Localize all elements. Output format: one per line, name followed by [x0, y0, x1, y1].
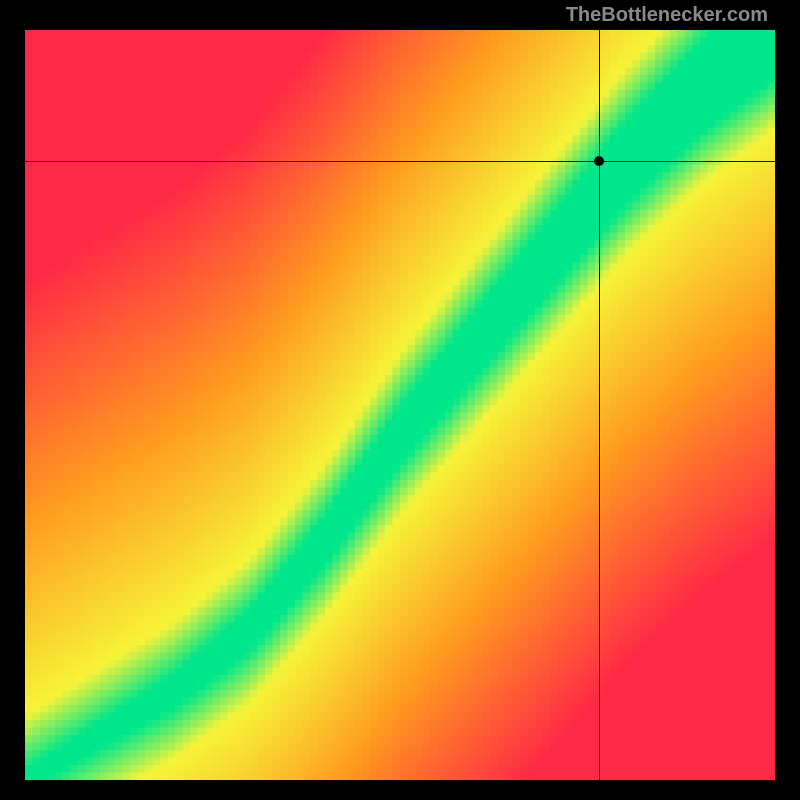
crosshair-vertical [599, 30, 600, 780]
heatmap-canvas [25, 30, 775, 780]
watermark-text: TheBottlenecker.com [566, 4, 768, 27]
selection-marker[interactable] [594, 156, 604, 166]
bottleneck-heatmap [25, 30, 775, 780]
crosshair-horizontal [25, 161, 775, 162]
